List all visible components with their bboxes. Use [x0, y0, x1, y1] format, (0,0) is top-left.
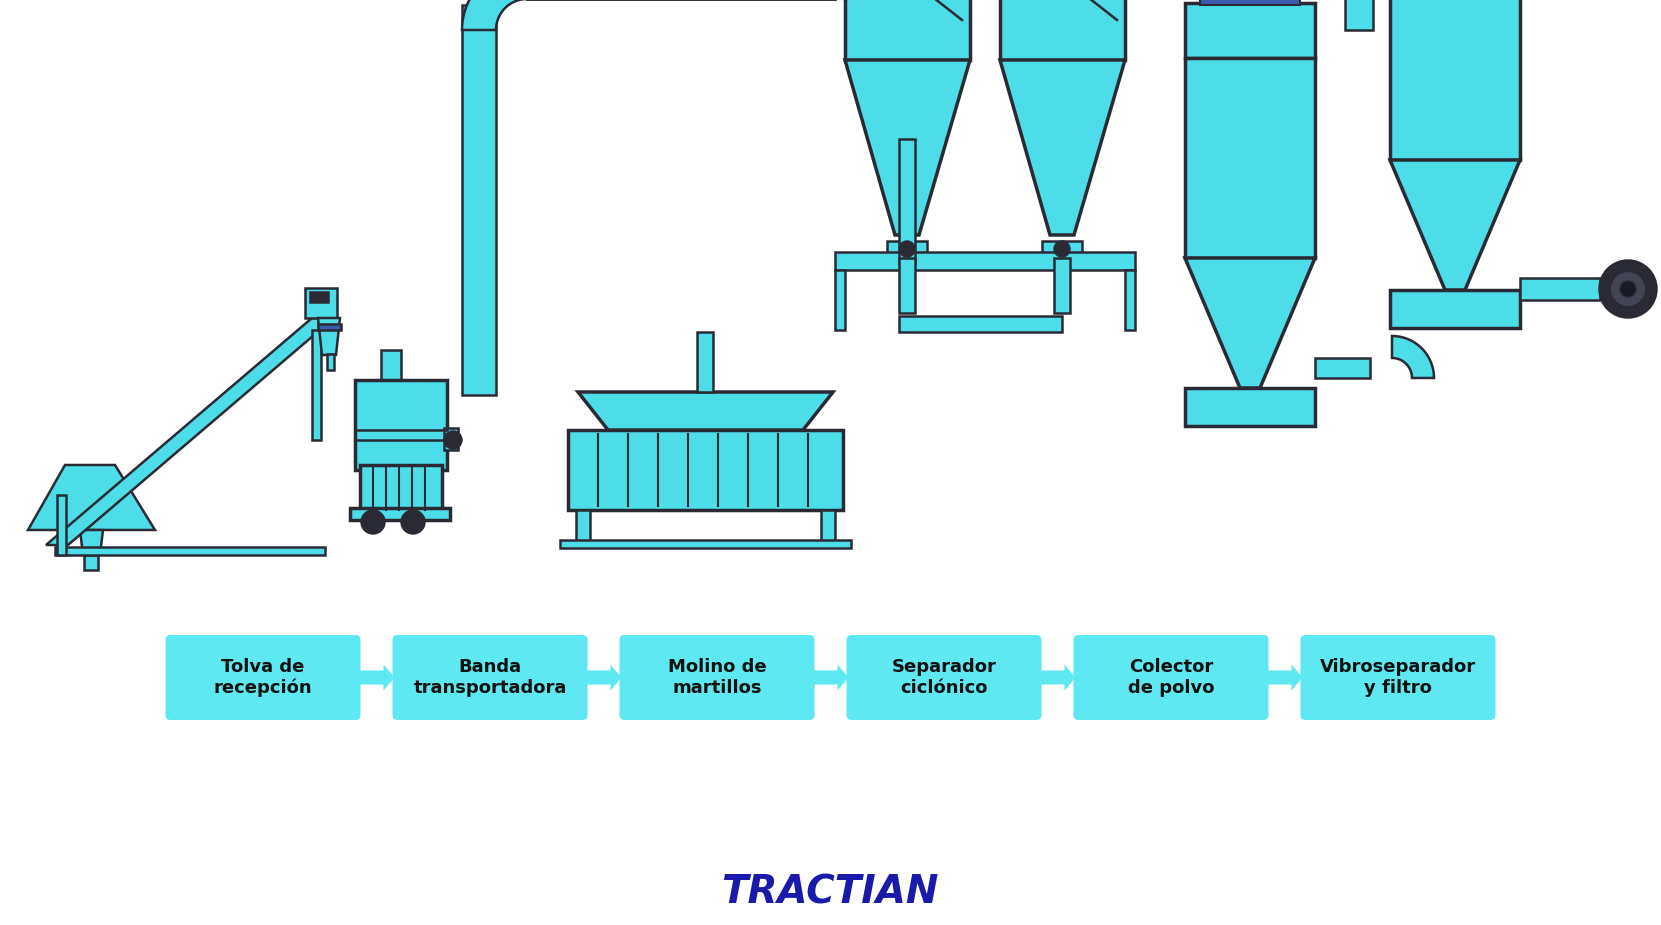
FancyBboxPatch shape [1073, 635, 1269, 720]
Bar [1226, 0, 1251, 265]
Bar [55, 547, 326, 555]
Bar [1345, 0, 1374, 30]
Bar [85, 555, 98, 570]
FancyArrow shape [1266, 664, 1302, 690]
Circle shape [1055, 241, 1070, 257]
Bar [821, 510, 835, 542]
Bar [899, 258, 915, 313]
Circle shape [360, 510, 385, 534]
Bar [306, 288, 337, 318]
Circle shape [1619, 281, 1636, 297]
Polygon shape [28, 465, 154, 530]
Polygon shape [1000, 60, 1124, 235]
Polygon shape [462, 0, 527, 30]
Bar [845, 0, 970, 60]
Polygon shape [80, 530, 103, 555]
Text: Banda
transportadora: Banda transportadora [414, 658, 566, 697]
Bar [327, 354, 334, 370]
FancyBboxPatch shape [1301, 635, 1495, 720]
Bar [360, 465, 442, 510]
Bar [1520, 278, 1600, 300]
Text: Tolva de
recepción: Tolva de recepción [214, 658, 312, 697]
Bar [1316, 358, 1370, 378]
Bar [698, 332, 713, 392]
Polygon shape [317, 318, 341, 355]
Circle shape [899, 241, 915, 257]
Text: Molino de
martillos: Molino de martillos [668, 658, 766, 697]
Bar [1124, 270, 1134, 330]
Bar [311, 292, 327, 302]
Bar [576, 510, 590, 542]
Bar [1184, 388, 1316, 426]
Text: Colector
de polvo: Colector de polvo [1128, 658, 1214, 697]
Polygon shape [845, 60, 970, 235]
Circle shape [400, 510, 425, 534]
FancyBboxPatch shape [392, 635, 588, 720]
Circle shape [443, 431, 462, 449]
Polygon shape [1184, 258, 1316, 388]
Circle shape [1600, 261, 1656, 317]
Bar [380, 350, 400, 395]
Bar [560, 540, 850, 548]
Bar [317, 324, 341, 330]
Polygon shape [578, 392, 834, 430]
Circle shape [1610, 271, 1646, 307]
Bar [835, 270, 845, 330]
Bar [568, 430, 844, 510]
Polygon shape [1392, 336, 1433, 378]
Bar [1055, 258, 1070, 313]
FancyArrow shape [1040, 664, 1076, 690]
Bar [350, 508, 450, 520]
Bar [1390, 290, 1520, 328]
Bar [462, 5, 497, 395]
Polygon shape [1390, 160, 1520, 290]
Bar [1041, 241, 1081, 263]
FancyArrow shape [585, 664, 621, 690]
Bar [355, 380, 447, 470]
Text: TRACTIAN: TRACTIAN [721, 874, 938, 912]
FancyBboxPatch shape [166, 635, 360, 720]
Text: Vibroseparador
y filtro: Vibroseparador y filtro [1320, 658, 1477, 697]
Bar [835, 252, 1134, 270]
Bar [1390, 0, 1520, 160]
Bar [1184, 58, 1316, 258]
Bar [56, 495, 66, 555]
Bar [443, 428, 458, 450]
Text: Separador
ciclónico: Separador ciclónico [892, 658, 997, 697]
Bar [1000, 0, 1124, 60]
Bar [887, 241, 927, 263]
Polygon shape [47, 318, 334, 545]
Bar [312, 330, 321, 440]
FancyArrow shape [812, 664, 849, 690]
FancyBboxPatch shape [847, 635, 1041, 720]
Bar [1184, 3, 1316, 58]
Bar [899, 316, 1061, 332]
Bar [1199, 0, 1301, 5]
FancyArrow shape [359, 664, 395, 690]
FancyBboxPatch shape [620, 635, 814, 720]
Bar [899, 139, 915, 263]
